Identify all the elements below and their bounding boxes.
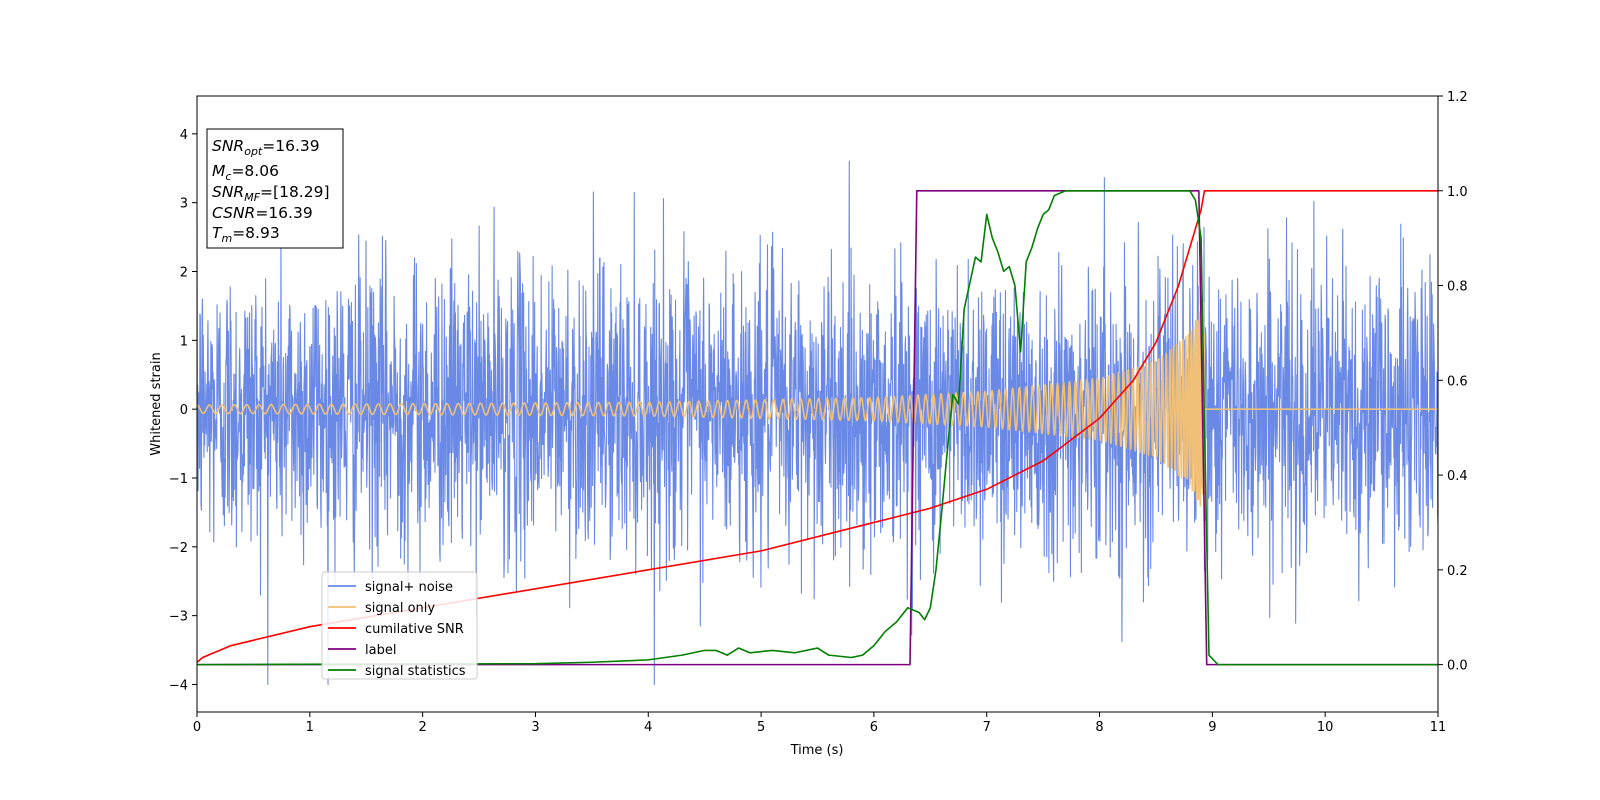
- legend-label-cumilative-snr: cumilative SNR: [365, 622, 464, 637]
- y-right-tick-label: 0.6: [1447, 374, 1468, 389]
- x-tick-label: 0: [193, 720, 201, 735]
- x-tick-label: 7: [983, 720, 991, 735]
- legend-label-signal-noise: signal+ noise: [365, 580, 453, 595]
- legend-label-signal-statistics: signal statistics: [365, 664, 466, 679]
- x-tick-label: 1: [306, 720, 314, 735]
- x-tick-label: 8: [1095, 720, 1103, 735]
- y-left-tick-label: 4: [180, 128, 188, 143]
- x-tick-label: 6: [870, 720, 878, 735]
- y-left-tick-label: −1: [169, 472, 188, 487]
- y-left-tick-label: 0: [180, 403, 188, 418]
- y-left-tick-label: −4: [169, 678, 188, 693]
- x-tick-label: 2: [418, 720, 426, 735]
- legend: signal+ noise signal only cumilative SNR la…: [321, 571, 478, 680]
- axes: 0 1 2 3 4 5 6 7 8 9 10 11 −4 −3 −2 −1 0 1 2 3 4 0.0 0.2 0.4 0.6 0…: [169, 90, 1468, 735]
- y-right-tick-label: 0.8: [1447, 280, 1468, 295]
- series-line-signal-statistics: [197, 189, 1438, 666]
- x-tick-label: 9: [1208, 720, 1216, 735]
- x-tick-label: 10: [1317, 720, 1334, 735]
- annotation-box: SNRopt=16.39 Mc=8.06SNRMF=[18.29]CSNR=16.…: [206, 128, 344, 249]
- y-right-tick-label: 0.2: [1447, 564, 1468, 579]
- x-tick-label: 3: [531, 720, 539, 735]
- series-line-signal-noise: [197, 160, 1438, 686]
- legend-label-signal-only: signal only: [365, 601, 435, 616]
- annotation-line: Tm=8.93: [212, 224, 280, 245]
- annotation-line: SNRMF=[18.29]: [212, 183, 330, 204]
- y-right-tick-label: 0.0: [1447, 659, 1468, 674]
- annotation-line: CSNR=16.39: [212, 204, 313, 222]
- y-right-tick-label: 1.2: [1447, 90, 1468, 105]
- annotation-line: SNRopt=16.39: [212, 137, 320, 158]
- y-left-tick-label: 2: [180, 266, 188, 281]
- x-tick-label: 5: [757, 720, 765, 735]
- x-tick-label: 11: [1430, 720, 1447, 735]
- legend-frame: [321, 571, 478, 680]
- legend-label-label: label: [365, 643, 396, 658]
- y-left-tick-label: 3: [180, 197, 188, 212]
- series-line-signal-only: [197, 301, 1438, 515]
- annotation-frame: [206, 128, 344, 249]
- y-left-tick-label: −2: [169, 541, 188, 556]
- y-right-tick-label: 1.0: [1447, 185, 1468, 200]
- y-left-tick-label: −3: [169, 610, 188, 625]
- y-right-tick-label: 0.4: [1447, 469, 1468, 484]
- plot-frame: [196, 95, 1439, 713]
- x-tick-label: 4: [644, 720, 652, 735]
- y-left-tick-label: 1: [180, 334, 188, 349]
- x-axis-label: Time (s): [790, 743, 844, 758]
- y-axis-label: Whitened strain: [149, 352, 164, 455]
- annotation-line: Mc=8.06: [212, 162, 279, 183]
